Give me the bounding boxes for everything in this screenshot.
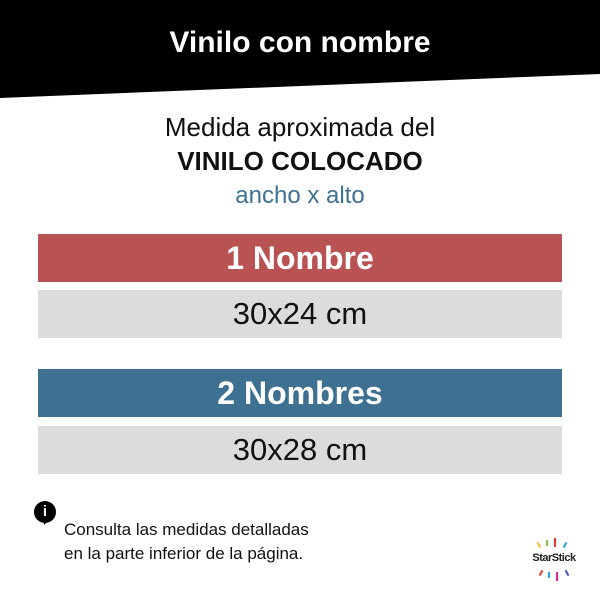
note-line2: en la parte inferior de la página. [64,544,304,563]
subtitle-line1: Medida aproximada del [164,112,436,142]
starstick-logo: StarStick [524,538,584,581]
page-title: Vinilo con nombre [169,26,431,59]
option-1-size: 30x24 cm [38,290,562,338]
note-line1: Consulta las medidas detalladas [64,520,309,539]
subtitle-line2: VINILO COLOCADO [177,146,423,176]
option-2-size: 30x28 cm [38,426,562,474]
option-2-label: 2 Nombres [38,369,562,417]
logo-text: StarStick [532,552,576,564]
option-1-label: 1 Nombre [38,234,562,282]
note: Consulta las medidas detalladas en la pa… [64,518,309,566]
subtitle-line3: ancho x alto [235,182,365,209]
info-icon: i [34,501,56,525]
